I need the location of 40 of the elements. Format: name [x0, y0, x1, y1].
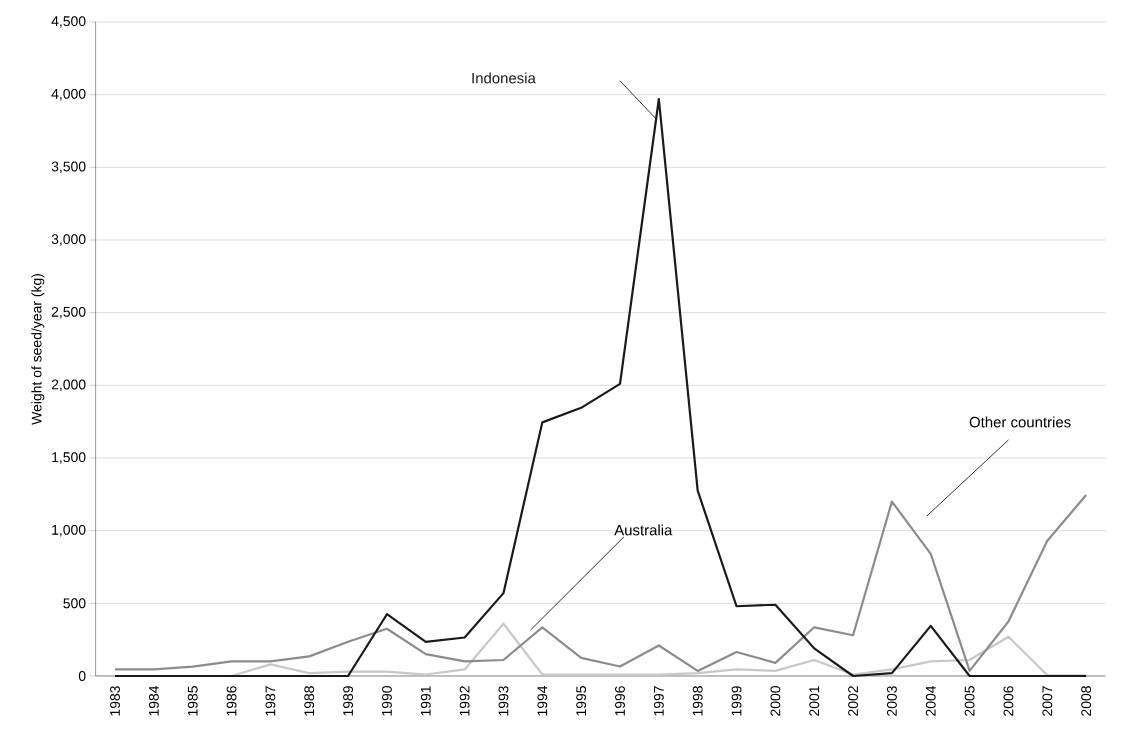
y-tick-label: 3,500	[51, 161, 86, 174]
x-tick-label: 1999	[731, 686, 742, 716]
x-tick-label: 1988	[304, 686, 315, 716]
x-tick-label: 2006	[1003, 686, 1014, 716]
x-tick-label: 2005	[964, 686, 975, 716]
x-tick-label: 1989	[343, 686, 354, 716]
y-tick-label: 2,500	[51, 306, 86, 319]
x-tick-label: 2007	[1042, 686, 1053, 716]
y-tick-label: 2,000	[51, 379, 86, 392]
x-tick-label: 1985	[187, 686, 198, 716]
y-tick-label: 4,000	[51, 88, 86, 101]
x-tick-label: 2000	[770, 686, 781, 716]
x-tick-label: 2001	[809, 686, 820, 716]
y-tick-label: 0	[78, 671, 86, 681]
y-tick-label: 3,000	[51, 234, 86, 246]
x-tick-label: 2003	[886, 686, 897, 716]
x-tick-label: 1995	[576, 686, 587, 716]
text: Other countries	[969, 416, 1071, 428]
text: Australia	[614, 524, 673, 536]
x-tick-label: 1994	[537, 685, 548, 716]
x-tick-label: 2008	[1081, 686, 1092, 716]
text: Indonesia	[472, 72, 536, 84]
x-tick-label: 2004	[925, 685, 936, 716]
x-tick-label: 1993	[498, 686, 509, 716]
x-tick-label: 1997	[653, 686, 664, 716]
x-tick-label: 1996	[615, 686, 625, 716]
x-tick-label: 1983	[110, 686, 120, 716]
x-tick-label: 1987	[265, 686, 276, 716]
y-tick-label: 1,500	[52, 452, 86, 464]
x-tick-label: 1998	[692, 686, 703, 716]
y-axis-title: Weight of seed/year (kg)	[31, 274, 45, 425]
x-tick-label: 1991	[420, 686, 431, 716]
y-tick-label: 1,000	[52, 524, 86, 537]
x-tick-label: 2002	[848, 686, 859, 716]
x-tick-label: 1984	[148, 685, 159, 716]
y-tick-label: 500	[63, 598, 86, 609]
x-tick-label: 1986	[226, 686, 237, 716]
x-tick-label: 1992	[459, 686, 470, 716]
y-tick-label: 4,500	[51, 16, 86, 28]
x-tick-label: 1990	[381, 686, 392, 716]
